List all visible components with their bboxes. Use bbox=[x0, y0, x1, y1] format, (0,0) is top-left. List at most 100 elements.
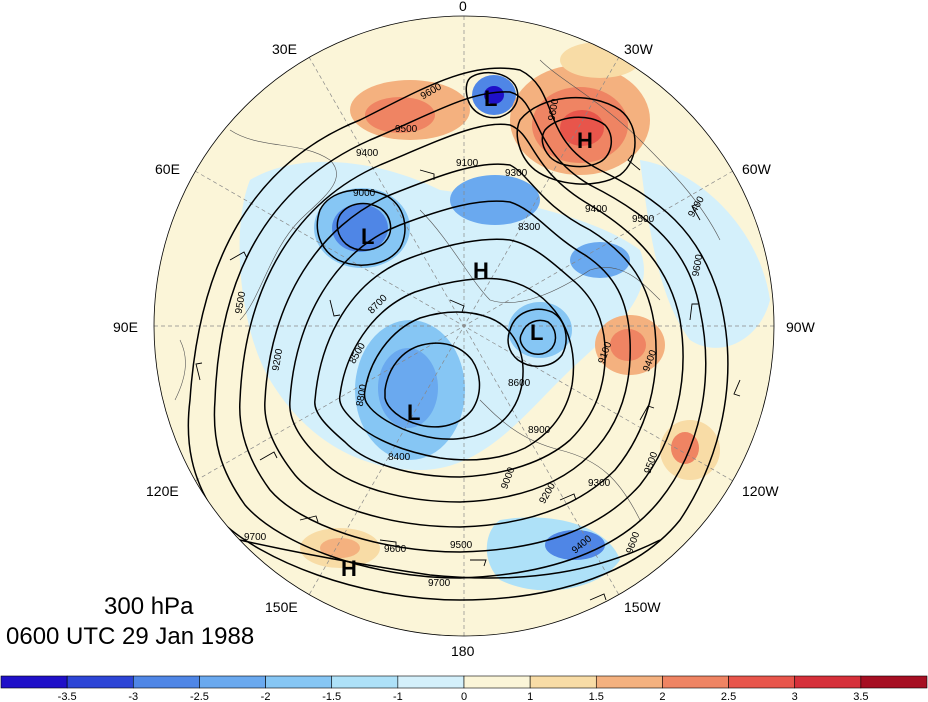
wind-barb bbox=[195, 362, 203, 381]
low-center: L bbox=[407, 400, 420, 425]
coastline bbox=[419, 209, 661, 303]
colorbar-swatch bbox=[529, 675, 597, 689]
lon-label-90w: 90W bbox=[786, 319, 816, 335]
coastline bbox=[174, 339, 186, 401]
anomaly-region bbox=[320, 538, 360, 558]
colorbar-swatch bbox=[66, 675, 134, 689]
low-center: L bbox=[530, 320, 543, 345]
contour-label: 8600 bbox=[508, 378, 531, 389]
wind-barbs bbox=[195, 154, 741, 601]
pressure-level-caption: 300 hPa bbox=[104, 593, 194, 620]
contour-line bbox=[519, 319, 557, 355]
contour-label: 9600 bbox=[691, 253, 706, 277]
contour-line bbox=[338, 277, 575, 461]
colorbar-swatch bbox=[331, 675, 399, 689]
colorbar-swatch bbox=[595, 675, 663, 689]
anomaly-region bbox=[365, 97, 435, 133]
coastline bbox=[229, 129, 337, 321]
lon-label-150e: 150E bbox=[265, 599, 298, 615]
colorbar-swatch bbox=[662, 675, 729, 689]
contour-label: 9500 bbox=[234, 290, 249, 314]
lon-label-120e: 120E bbox=[146, 483, 179, 499]
high-center: H bbox=[577, 128, 593, 153]
contour-line bbox=[316, 189, 406, 266]
colorbar-tick-label: 1.5 bbox=[589, 691, 604, 702]
graticule bbox=[154, 16, 774, 636]
wind-barb bbox=[379, 539, 397, 548]
contour-label: 9000 bbox=[353, 188, 376, 199]
wind-barb bbox=[559, 493, 577, 501]
contour-label: 9600 bbox=[384, 544, 407, 555]
wind-barb bbox=[259, 451, 278, 461]
wind-barb bbox=[470, 559, 487, 567]
lon-label-120w: 120W bbox=[742, 483, 779, 499]
contour-label: 9400 bbox=[356, 148, 379, 159]
colorbar: -3.5 -3 -2.5 -2 -1.5 -1 0 1 1.5 2 2.5 3 3.5 bbox=[0, 675, 928, 702]
contour-line bbox=[213, 91, 707, 579]
contour-label: 9300 bbox=[505, 168, 528, 179]
contour-line bbox=[363, 311, 524, 440]
contour-line bbox=[336, 202, 392, 251]
high-center: H bbox=[473, 258, 489, 283]
wind-barb bbox=[733, 379, 741, 397]
meridian bbox=[194, 170, 734, 482]
wind-barb bbox=[589, 593, 607, 601]
contour-line bbox=[465, 71, 519, 119]
contour-label: 9400 bbox=[585, 204, 608, 215]
colorbar-swatch bbox=[794, 675, 862, 689]
lon-label-90e: 90E bbox=[113, 319, 138, 335]
anomaly-region bbox=[640, 160, 770, 348]
colorbar-swatch bbox=[132, 675, 200, 689]
colorbar-swatch bbox=[397, 675, 465, 689]
coastline bbox=[479, 399, 641, 521]
contour-label: 8300 bbox=[518, 222, 541, 233]
low-center: L bbox=[361, 224, 374, 249]
lon-label-180: 180 bbox=[451, 643, 475, 659]
anomaly-region bbox=[570, 242, 630, 278]
contour-line bbox=[264, 163, 657, 528]
contour-label: 9700 bbox=[428, 578, 451, 589]
coastlines bbox=[174, 59, 721, 521]
colorbar-swatch bbox=[463, 675, 531, 689]
contour-label: 9500 bbox=[450, 540, 473, 551]
contour-label: 9100 bbox=[456, 158, 479, 169]
high-center: H bbox=[341, 556, 357, 581]
contour-label: 8800 bbox=[355, 383, 370, 407]
colorbar-tick-label: -3 bbox=[128, 691, 138, 702]
wind-barb bbox=[639, 405, 655, 421]
anomaly-region bbox=[450, 175, 540, 225]
contour-label: 9500 bbox=[395, 124, 418, 135]
colorbar-tick-label: -2 bbox=[261, 691, 271, 702]
contour-label: 9700 bbox=[244, 532, 267, 543]
colorbar-tick-label: 0 bbox=[461, 691, 467, 702]
colorbar-tick-label: 3 bbox=[792, 691, 798, 702]
contour-label: 9500 bbox=[632, 214, 655, 225]
colorbar-swatch bbox=[860, 675, 928, 689]
colorbar-tick-label: 3.5 bbox=[853, 691, 868, 702]
colorbar-tick-label: -3.5 bbox=[58, 691, 77, 702]
lon-label-60w: 60W bbox=[742, 161, 772, 177]
contour-line bbox=[541, 116, 612, 168]
wind-barb bbox=[689, 303, 698, 321]
valid-time-caption: 0600 UTC 29 Jan 1988 bbox=[6, 623, 255, 650]
contour-label: 8900 bbox=[528, 425, 551, 436]
anomaly-region bbox=[610, 329, 646, 361]
wind-barb bbox=[449, 299, 465, 313]
colorbar-swatch bbox=[0, 675, 68, 689]
contour-line bbox=[516, 97, 636, 185]
longitude-labels: 0 30W 60W 90W 120W 150W 180 150E 120E 90… bbox=[113, 0, 816, 659]
colorbar-tick-label: -2.5 bbox=[190, 691, 209, 702]
contour-label: 8400 bbox=[388, 452, 411, 463]
contour-label: 9300 bbox=[588, 478, 611, 489]
colorbar-tick-label: 2 bbox=[659, 691, 665, 702]
anomaly-region bbox=[484, 86, 504, 104]
wind-barb bbox=[627, 154, 641, 171]
wind-barb bbox=[229, 251, 248, 261]
contour-line bbox=[384, 342, 481, 428]
colorbar-tick-label: -1 bbox=[393, 691, 403, 702]
map-border bbox=[153, 15, 775, 637]
contour-line bbox=[507, 308, 567, 367]
lon-label-30e: 30E bbox=[272, 41, 297, 57]
lon-label-150w: 150W bbox=[624, 599, 661, 615]
